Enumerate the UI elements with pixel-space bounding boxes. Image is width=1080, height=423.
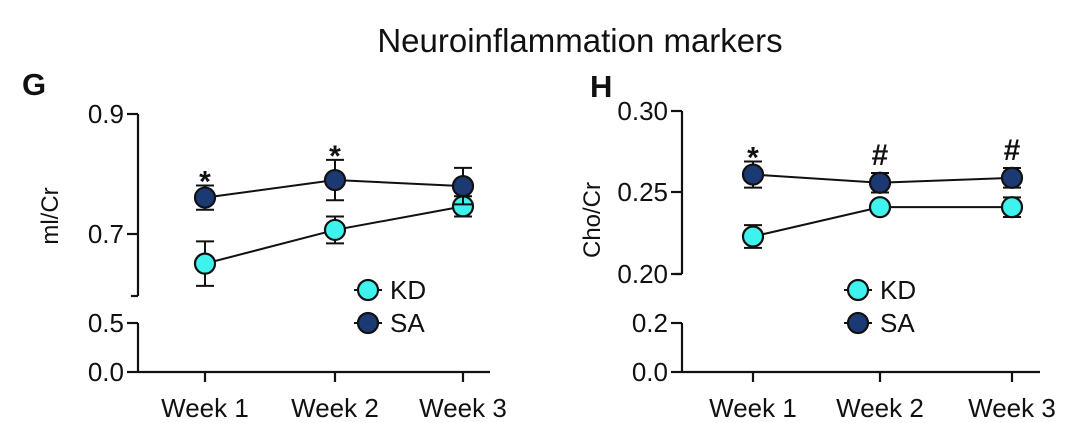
- x-tick-label: Week 1: [709, 393, 797, 423]
- data-point-sa: [741, 163, 765, 186]
- data-point-sa: [451, 175, 475, 198]
- legend-label: SA: [880, 308, 915, 338]
- y-tick-label: 0.2: [632, 308, 668, 338]
- legend-label: KD: [390, 275, 426, 305]
- legend-label: KD: [880, 275, 916, 305]
- y-tick-label: 0.9: [88, 99, 124, 129]
- significance-marker: *: [329, 140, 341, 173]
- y-axis-label: ml/Cr: [37, 187, 64, 244]
- significance-marker: *: [747, 142, 759, 175]
- y-tick-label: 0.7: [88, 219, 124, 249]
- x-tick-label: Week 1: [161, 393, 249, 423]
- legend-marker-sa: [356, 311, 380, 335]
- panel-letter: G: [22, 67, 46, 102]
- data-point-sa: [193, 186, 217, 209]
- y-tick-label: 0.5: [88, 308, 124, 338]
- y-tick-label: 0.0: [632, 357, 668, 387]
- x-tick-label: Week 2: [836, 393, 924, 423]
- x-tick-label: Week 2: [291, 393, 379, 423]
- data-point-kd: [193, 252, 217, 275]
- data-point-kd: [868, 196, 892, 219]
- panel-letter: H: [590, 69, 612, 104]
- x-tick-label: Week 3: [968, 393, 1056, 423]
- panel-h: H Cho/Cr 0.20 0.25 0.30 0.0 0.2 Week 1 Week 2 Wee…: [579, 69, 1056, 423]
- significance-marker: #: [872, 139, 889, 172]
- significance-marker: #: [1004, 134, 1021, 167]
- legend-marker-kd: [356, 278, 380, 302]
- y-tick-label: 0.30: [617, 96, 668, 126]
- data-point-kd: [741, 225, 765, 248]
- y-tick-label: 0.20: [617, 259, 668, 289]
- data-point-kd: [1000, 196, 1024, 219]
- data-point-sa: [1000, 166, 1024, 189]
- panel-g: Gml/Cr 0.7 0.9 0.0 0.5 Week 1 Week 2 Week 3 * * KD…: [22, 67, 507, 423]
- data-point-kd: [323, 218, 347, 242]
- y-tick-label: 0.25: [617, 177, 668, 207]
- significance-marker: *: [199, 165, 211, 198]
- x-tick-label: Week 3: [419, 393, 507, 423]
- legend-label: SA: [390, 308, 425, 338]
- y-axis-label: Cho/Cr: [579, 182, 606, 258]
- legend-marker-sa: [846, 311, 870, 335]
- data-point-sa: [868, 171, 892, 194]
- legend-marker-kd: [846, 278, 870, 302]
- figure-title: Neuroinflammation markers: [377, 22, 782, 59]
- data-point-sa: [323, 168, 347, 192]
- y-tick-label: 0.0: [88, 357, 124, 387]
